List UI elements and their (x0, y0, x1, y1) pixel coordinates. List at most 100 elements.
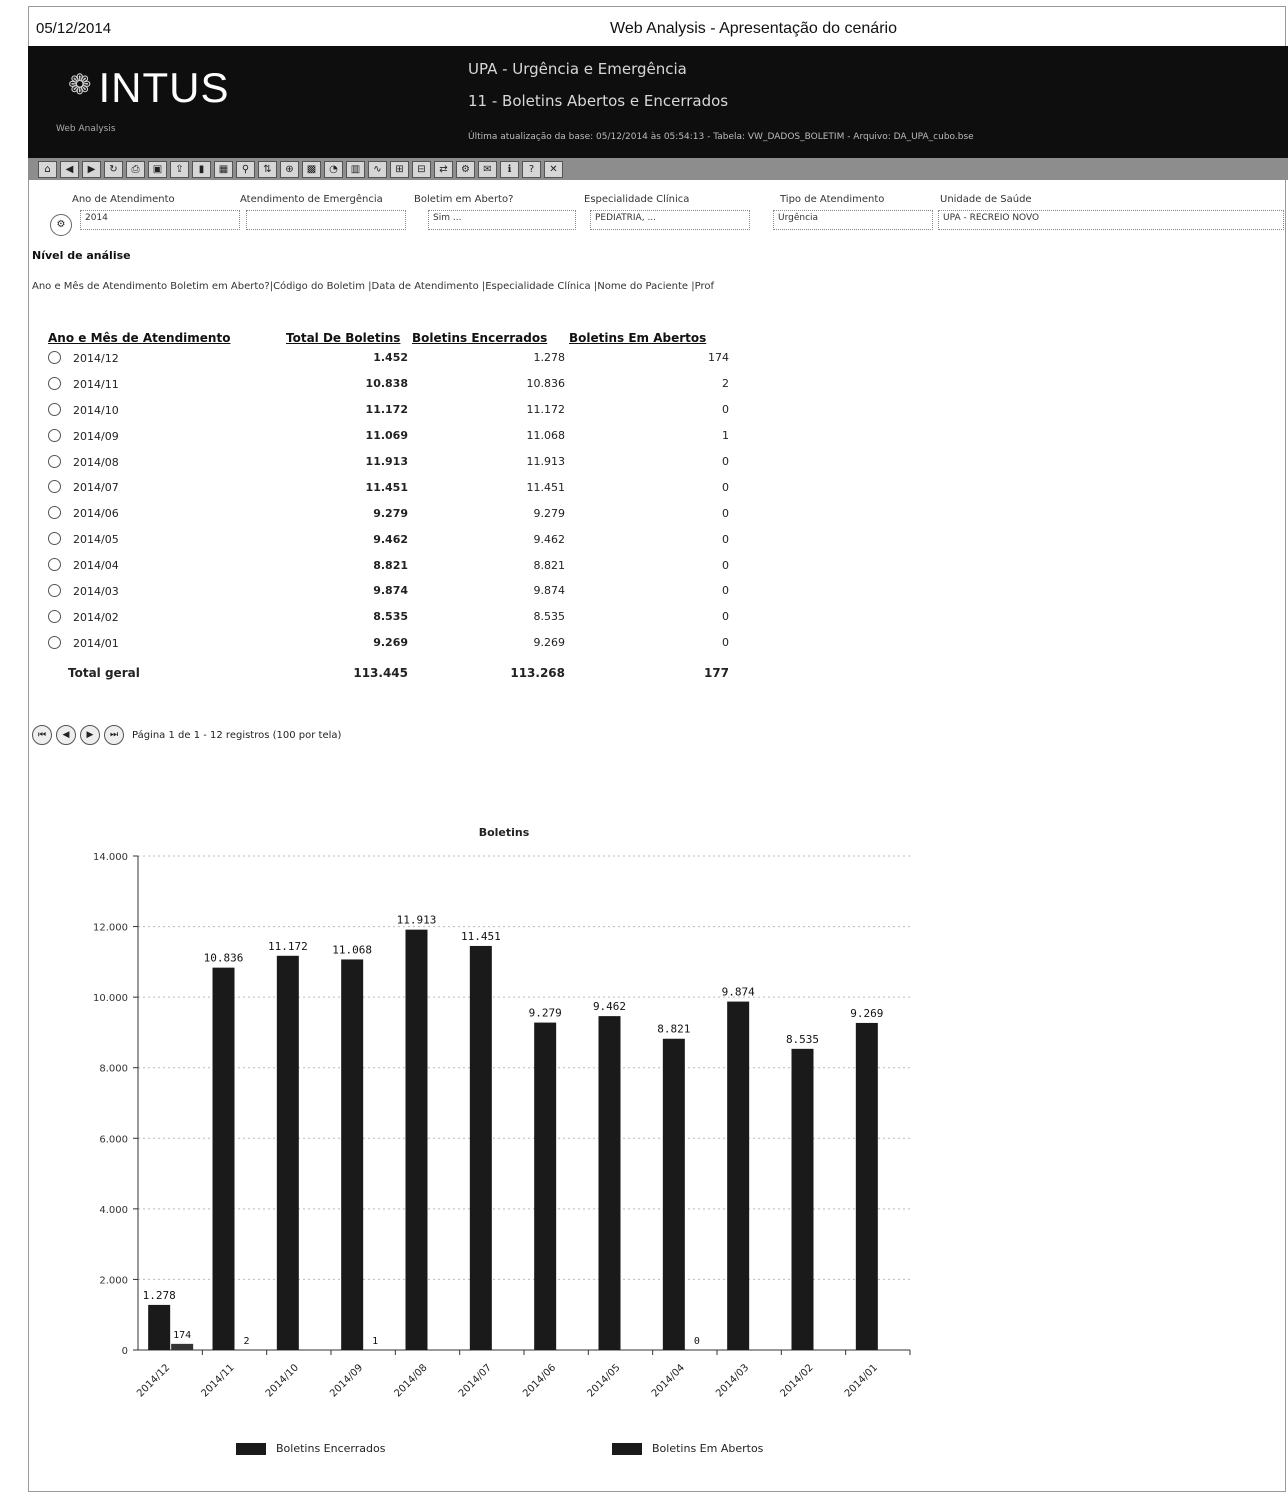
drill-down-icon[interactable] (48, 454, 61, 468)
collapse-icon[interactable]: ⊟ (412, 160, 431, 178)
table-row[interactable]: 2014/09 11.069 11.068 1 (48, 423, 735, 449)
export-icon[interactable]: ⇪ (170, 160, 189, 178)
swap-icon[interactable]: ⇄ (434, 160, 453, 178)
drill-down-icon[interactable] (48, 350, 61, 364)
chart-icon[interactable]: ▮ (192, 160, 211, 178)
bar-value-label: 174 (173, 1330, 191, 1341)
last-page-button[interactable]: ⏭ (104, 725, 124, 745)
drill-down-icon[interactable] (48, 635, 61, 649)
back-icon[interactable]: ◀ (60, 160, 79, 178)
data-table: Ano e Mês de Atendimento Total De Boleti… (48, 331, 735, 690)
x-tick-label: 2014/08 (392, 1362, 429, 1399)
bar-abertos[interactable] (171, 1343, 194, 1350)
table-row[interactable]: 2014/05 9.462 9.462 0 (48, 526, 735, 552)
drill-down-icon[interactable] (48, 506, 61, 520)
expand-icon[interactable]: ⊞ (390, 160, 409, 178)
column-header-abertos[interactable]: Boletins Em Abertos (569, 331, 707, 345)
bar-value-label: 9.874 (722, 986, 755, 999)
cell-periodo: 2014/08 (48, 449, 286, 475)
pie-icon[interactable]: ◔ (324, 160, 343, 178)
bar-encerrados[interactable] (662, 1038, 685, 1350)
filter-label-unidade: Unidade de Saúde (940, 194, 1032, 205)
cell-encerrados: 10.836 (526, 377, 566, 391)
analysis-dimensions[interactable]: Ano e Mês de Atendimento Boletim em Aber… (32, 281, 715, 292)
table-row[interactable]: 2014/06 9.279 9.279 0 (48, 500, 735, 526)
column-header-encerrados[interactable]: Boletins Encerrados (412, 331, 548, 345)
table-row[interactable]: 2014/08 11.913 11.913 0 (48, 449, 735, 475)
refresh-icon[interactable]: ↻ (104, 160, 123, 178)
info-icon[interactable]: ℹ (500, 160, 519, 178)
previous-page-button[interactable]: ◀ (56, 725, 76, 745)
logo-emblem-icon: ❁ (68, 69, 93, 100)
sort-icon[interactable]: ⇅ (258, 160, 277, 178)
next-page-button[interactable]: ▶ (80, 725, 100, 745)
filter-icon[interactable]: ⚙ (50, 214, 72, 236)
bar-encerrados[interactable] (598, 1016, 621, 1350)
help-icon[interactable]: ? (522, 160, 541, 178)
bar-encerrados[interactable] (727, 1001, 750, 1350)
close-icon[interactable]: ✕ (544, 160, 563, 178)
column-header-total[interactable]: Total De Boletins (286, 331, 401, 345)
drill-down-icon[interactable] (48, 532, 61, 546)
table-row[interactable]: 2014/10 11.172 11.172 0 (48, 397, 735, 423)
settings-icon[interactable]: ⚙ (456, 160, 475, 178)
filter-tipo[interactable]: Urgência (773, 210, 933, 230)
cell-total: 8.821 (373, 558, 408, 572)
zoom-icon[interactable]: ⊕ (280, 160, 299, 178)
pager: ⏮ ◀ ▶ ⏭ Página 1 de 1 - 12 registros (10… (32, 725, 341, 745)
bar-encerrados[interactable] (212, 967, 235, 1350)
bar-value-label: 11.451 (461, 930, 501, 943)
home-icon[interactable]: ⌂ (38, 160, 57, 178)
bar-encerrados[interactable] (791, 1048, 814, 1350)
filter-unidade[interactable]: UPA - RECREIO NOVO (938, 210, 1284, 230)
table-row[interactable]: 2014/04 8.821 8.821 0 (48, 552, 735, 578)
save-icon[interactable]: ▣ (148, 160, 167, 178)
table-row[interactable]: 2014/01 9.269 9.269 0 (48, 630, 735, 656)
filter-ano[interactable]: 2014 (80, 210, 240, 230)
drill-down-icon[interactable] (48, 558, 61, 572)
filter-icon[interactable]: ⚲ (236, 160, 255, 178)
table-row[interactable]: 2014/07 11.451 11.451 0 (48, 474, 735, 500)
email-icon[interactable]: ✉ (478, 160, 497, 178)
cell-total: 1.452 (373, 351, 408, 365)
bar-encerrados[interactable] (276, 955, 299, 1350)
line-icon[interactable]: ∿ (368, 160, 387, 178)
drill-down-icon[interactable] (48, 376, 61, 390)
cell-total: 9.462 (373, 532, 408, 546)
cell-total: 9.279 (373, 506, 408, 520)
filter-emergencia[interactable] (246, 210, 406, 230)
print-icon[interactable]: ⎙ (126, 160, 145, 178)
drill-down-icon[interactable] (48, 583, 61, 597)
drill-down-icon[interactable] (48, 428, 61, 442)
cell-total: 11.172 (365, 403, 408, 417)
first-page-button[interactable]: ⏮ (32, 725, 52, 745)
bar-encerrados[interactable] (341, 959, 364, 1350)
table-row[interactable]: 2014/02 8.535 8.535 0 (48, 604, 735, 630)
bar-encerrados[interactable] (405, 929, 428, 1350)
drill-down-icon[interactable] (48, 402, 61, 416)
filter-label-emergencia: Atendimento de Emergência (240, 194, 383, 205)
bar-encerrados[interactable] (855, 1022, 878, 1350)
bar-encerrados[interactable] (148, 1304, 171, 1350)
table-icon[interactable]: ▦ (214, 160, 233, 178)
filter-aberto[interactable]: Sim ... (428, 210, 576, 230)
legend-label-encerrados: Boletins Encerrados (276, 1442, 386, 1455)
bar-encerrados[interactable] (534, 1022, 557, 1350)
y-tick-label: 12.000 (93, 923, 128, 934)
forward-icon[interactable]: ▶ (82, 160, 101, 178)
table-row[interactable]: 2014/11 10.838 10.836 2 (48, 371, 735, 397)
cell-periodo: 2014/06 (48, 500, 286, 526)
scenario-name: 11 - Boletins Abertos e Encerrados (468, 92, 729, 110)
drill-down-icon[interactable] (48, 609, 61, 623)
legend-swatch-abertos (612, 1442, 642, 1455)
table-row[interactable]: 2014/12 1.452 1.278 174 (48, 345, 735, 371)
filter-especialidade[interactable]: PEDIATRIA, ... (590, 210, 750, 230)
grid-icon[interactable]: ▩ (302, 160, 321, 178)
bar-encerrados[interactable] (469, 945, 492, 1350)
bar-icon[interactable]: ▥ (346, 160, 365, 178)
drill-down-icon[interactable] (48, 480, 61, 494)
table-row[interactable]: 2014/03 9.874 9.874 0 (48, 578, 735, 604)
table-header-row: Ano e Mês de Atendimento Total De Boleti… (48, 331, 735, 345)
legend-swatch-encerrados (236, 1442, 266, 1455)
column-header-periodo[interactable]: Ano e Mês de Atendimento (48, 331, 231, 345)
